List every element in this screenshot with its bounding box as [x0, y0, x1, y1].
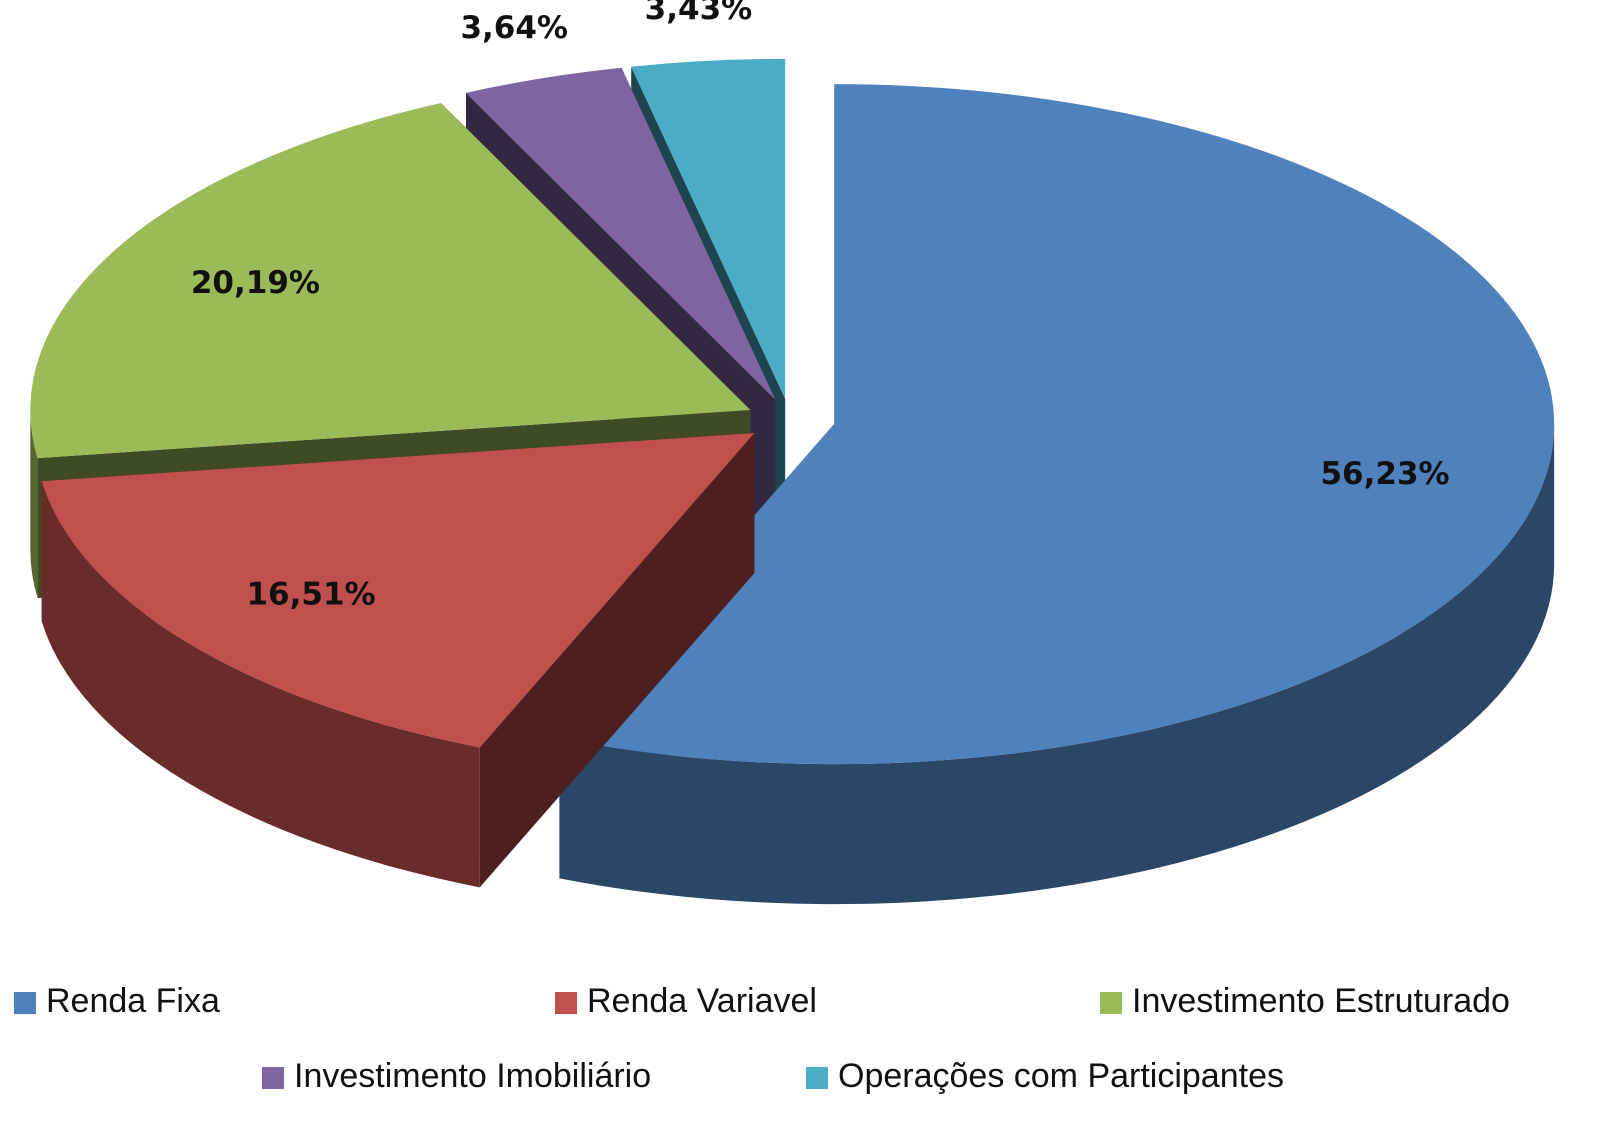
legend-label: Renda Fixa: [46, 982, 220, 1020]
legend-label: Renda Variavel: [587, 982, 817, 1020]
data-label: 3,64%: [460, 10, 568, 46]
slice: [41, 433, 755, 748]
slice: [559, 84, 1555, 765]
slice: [466, 67, 776, 400]
data-label: 3,43%: [645, 0, 753, 27]
data-label: 56,23%: [1320, 456, 1449, 492]
legend-swatch: [262, 1067, 284, 1089]
slice-wall: [30, 409, 38, 599]
slice: [30, 102, 751, 459]
legend-label: Operações com Participantes: [838, 1057, 1284, 1095]
legend-swatch: [555, 992, 577, 1014]
slice-wall: [559, 424, 1555, 905]
legend-swatch: [14, 992, 36, 1014]
slice-group: [41, 433, 755, 888]
slice-group: [559, 84, 1555, 905]
legend-label: Investimento Estruturado: [1132, 982, 1510, 1020]
legend-swatch: [806, 1067, 828, 1089]
data-label: 20,19%: [191, 265, 320, 301]
legend-swatch: [1100, 992, 1122, 1014]
data-label: 16,51%: [246, 576, 375, 612]
slice: [631, 58, 786, 399]
legend-label: Investimento Imobiliário: [294, 1057, 651, 1095]
slice-wall: [41, 481, 480, 888]
